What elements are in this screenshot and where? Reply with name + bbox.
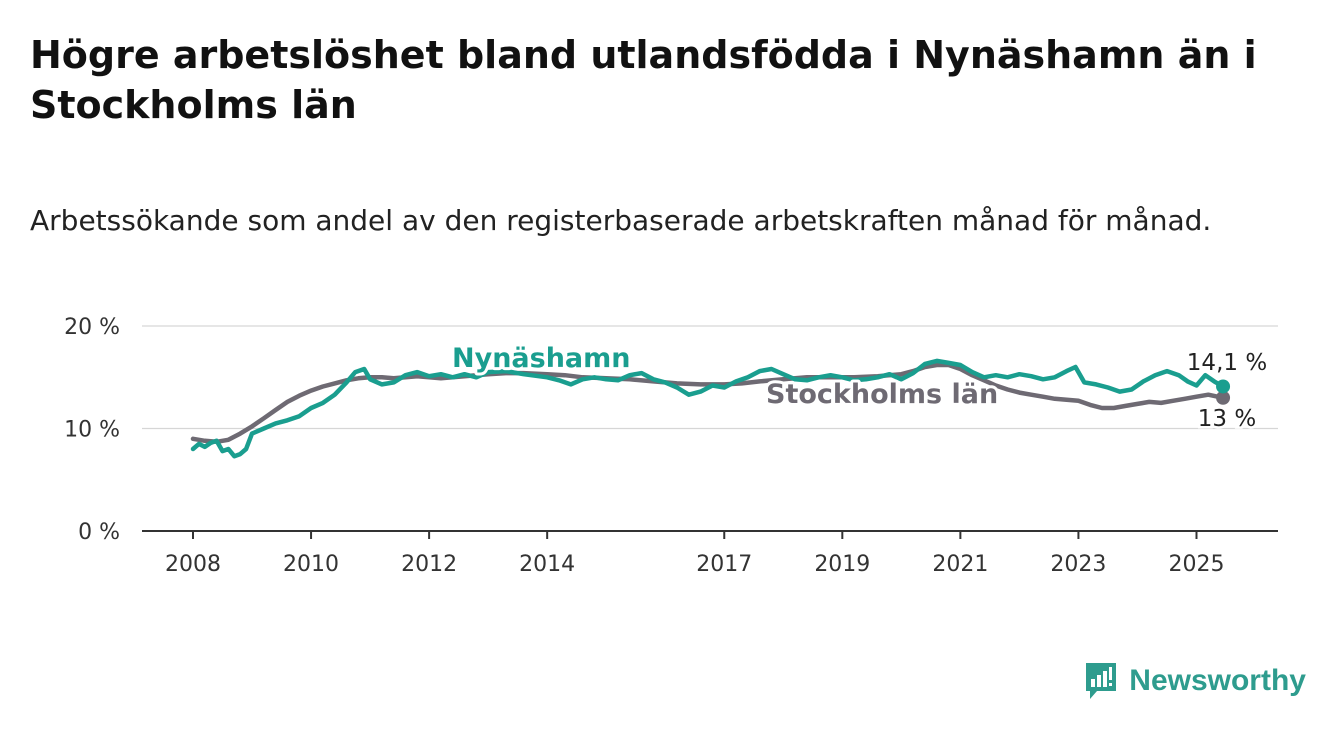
x-tick-label: 2010 (283, 552, 339, 577)
x-tick-label: 2019 (814, 552, 870, 577)
newsworthy-logo-icon (1086, 663, 1117, 699)
brand-name: Newsworthy (1129, 664, 1306, 697)
series-name-label: Stockholms län (766, 379, 998, 410)
chart-title: Högre arbetslöshet bland utlandsfödda i … (30, 33, 1257, 127)
series-end-label: 13 % (1198, 406, 1256, 432)
y-tick-label: 20 % (64, 315, 120, 340)
y-tick-label: 10 % (64, 418, 120, 443)
series-line-1 (190, 358, 1226, 459)
x-tick-label: 2017 (696, 552, 752, 577)
x-tick-label: 2023 (1050, 552, 1106, 577)
series-end-label: 14,1 % (1187, 350, 1267, 376)
series-end-marker (1216, 390, 1231, 405)
series-line-0 (190, 362, 1226, 445)
x-tick-label: 2021 (932, 552, 988, 577)
series-lines (190, 358, 1231, 459)
brand-mark: Newsworthy (1083, 660, 1306, 702)
x-tick-label: 2025 (1168, 552, 1224, 577)
axes: 0 % 10 % 20 % 2008 2010 2012 2014 2017 2019 2021 2… (64, 315, 1278, 577)
series-labels: Nynäshamn Stockholms län 14,1 % 13 % (449, 340, 1270, 435)
x-tick-label: 2008 (165, 552, 221, 577)
series-end-marker (1216, 379, 1231, 394)
chart-subtitle: Arbetssökande som andel av den registerb… (30, 204, 1212, 237)
series-name-label: Nynäshamn (452, 343, 631, 374)
y-tick-label: 0 % (78, 520, 120, 545)
x-tick-label: 2012 (401, 552, 457, 577)
gridlines (142, 325, 1278, 430)
x-tick-label: 2014 (519, 552, 575, 577)
